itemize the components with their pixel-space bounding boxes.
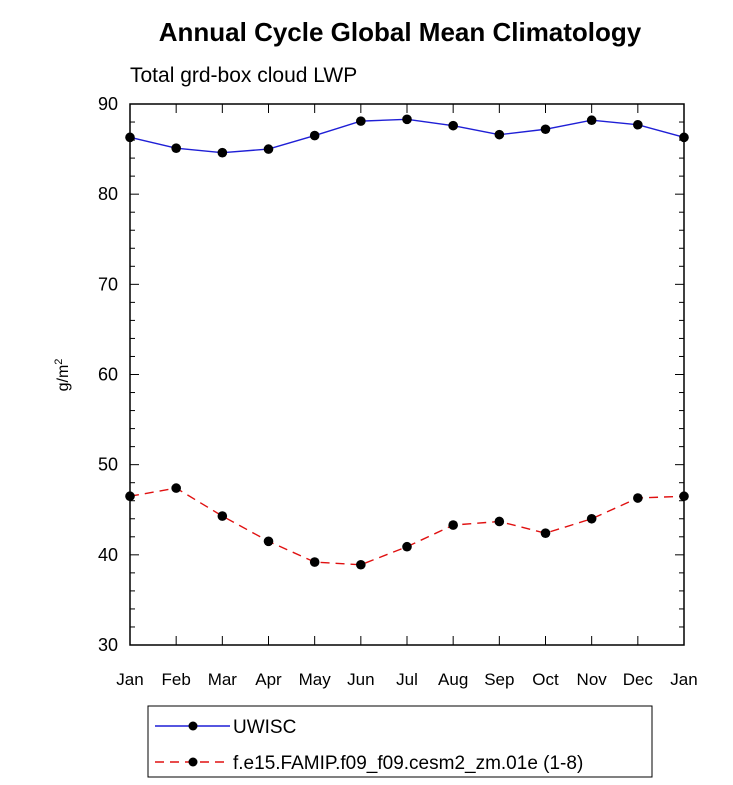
y-tick-label: 80 — [98, 184, 118, 204]
series-1-point — [633, 493, 643, 503]
series-0-point — [679, 132, 689, 143]
series-line-0 — [129, 118, 685, 154]
y-tick-label: 70 — [98, 274, 118, 294]
x-tick-label: Jul — [396, 670, 418, 689]
y-tick-label: 30 — [98, 635, 118, 655]
series-1-point — [171, 483, 181, 493]
x-tick-label: Jan — [116, 670, 143, 689]
series-1-point — [679, 491, 689, 502]
y-tick-label: 40 — [98, 545, 118, 565]
series-1-point — [448, 520, 458, 530]
series-0-point — [633, 119, 643, 130]
series-1-point — [309, 557, 320, 567]
series-1-point — [540, 528, 551, 538]
plot-frame — [129, 103, 685, 646]
series-1-point — [586, 513, 597, 524]
series-0-point — [356, 116, 366, 126]
series-1-point — [263, 536, 274, 547]
series-0-point — [309, 130, 320, 141]
legend-label-uwisc: UWISC — [233, 717, 296, 738]
x-axis: Jan Feb Mar Apr May Jun Jul Aug Sep Oct Nov Dec Jan — [116, 104, 698, 689]
y-axis-label: g/m2 — [53, 359, 72, 392]
series-layer — [125, 114, 689, 570]
y-tick-label: 60 — [98, 365, 118, 385]
series-0-point — [448, 120, 458, 131]
series-0-point — [402, 114, 412, 125]
series-0-point — [586, 115, 597, 126]
chart-title: Annual Cycle Global Mean Climatology — [159, 17, 642, 47]
series-0-point — [217, 147, 228, 158]
y-tick-label: 50 — [98, 455, 118, 475]
x-tick-label: Jan — [670, 670, 697, 689]
x-tick-label: Sep — [484, 670, 514, 689]
legend-label-model: f.e15.FAMIP.f09_f09.cesm2_zm.01e (1-8) — [233, 753, 583, 774]
series-1-point — [494, 516, 505, 527]
x-tick-label: Oct — [532, 670, 559, 689]
series-0-point — [263, 144, 274, 154]
series-0-point — [540, 124, 551, 135]
series-1-point — [402, 541, 412, 552]
series-line-1 — [129, 487, 685, 566]
y-axis-label-text: g/m — [55, 365, 72, 392]
x-tick-label: Aug — [438, 670, 468, 689]
series-1-point — [125, 491, 135, 502]
legend-box — [147, 705, 653, 778]
x-tick-label: Nov — [577, 670, 608, 689]
series-1-point — [217, 511, 228, 521]
y-tick-label: 90 — [98, 94, 118, 114]
series-1-point — [356, 559, 366, 570]
x-tick-label: Feb — [162, 670, 191, 689]
series-0-point — [494, 129, 505, 140]
x-tick-label: May — [299, 670, 332, 689]
y-axis: 30 40 50 60 70 80 90 — [98, 94, 684, 655]
chart-subtitle: Total grd-box cloud LWP — [130, 64, 357, 87]
y-axis-label-superscript: 2 — [53, 359, 65, 365]
x-tick-label: Apr — [255, 670, 282, 689]
x-tick-label: Dec — [623, 670, 654, 689]
x-tick-label: Jun — [347, 670, 374, 689]
series-0-point — [171, 143, 181, 153]
series-0-point — [125, 132, 135, 143]
legend-marker-uwisc — [188, 721, 198, 731]
x-tick-label: Mar — [208, 670, 238, 689]
legend: UWISC f.e15.FAMIP.f09_f09.cesm2_zm.01e (… — [147, 705, 653, 778]
legend-marker-model — [188, 757, 198, 767]
